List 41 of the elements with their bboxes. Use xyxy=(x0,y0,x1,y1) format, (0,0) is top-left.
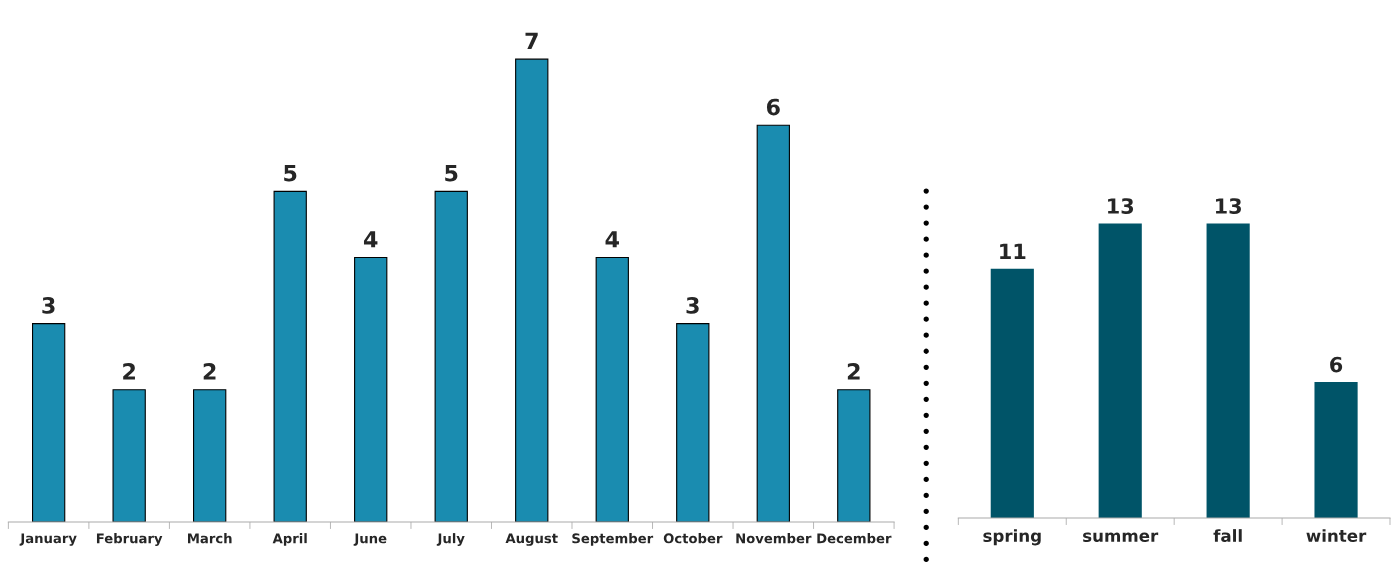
x-tick-label: summer xyxy=(1083,532,1159,543)
x-tick-label: March xyxy=(188,533,232,544)
x-tick-label: October xyxy=(663,533,723,544)
bar xyxy=(193,389,227,522)
bar xyxy=(273,190,307,522)
x-tick-label: winter xyxy=(1306,529,1367,543)
x-tick-label: April xyxy=(272,533,307,546)
data-label: 3 xyxy=(686,296,699,314)
data-label: 4 xyxy=(605,231,619,248)
data-label: 11 xyxy=(1000,243,1026,259)
bar xyxy=(31,323,66,522)
x-tick-label: September xyxy=(572,533,654,546)
data-label: 3 xyxy=(42,296,55,314)
data-label: 4 xyxy=(363,231,378,248)
data-label: 2 xyxy=(123,363,135,380)
bar xyxy=(837,389,871,522)
x-tick-label: July xyxy=(436,533,465,546)
data-label: 2 xyxy=(203,363,216,380)
data-label: 13 xyxy=(1108,198,1134,214)
x-tick-label: January xyxy=(19,533,77,546)
data-label: 6 xyxy=(1330,356,1343,373)
data-label: 2 xyxy=(847,363,860,380)
data-label: 5 xyxy=(284,165,297,182)
x-tick-label: August xyxy=(505,533,558,546)
x-tick-label: February xyxy=(96,533,163,546)
bar xyxy=(676,323,710,522)
data-label: 5 xyxy=(445,165,458,182)
bar xyxy=(595,256,629,522)
x-tick-label: December xyxy=(817,533,892,544)
data-label: 6 xyxy=(766,98,780,116)
x-tick-label: June xyxy=(353,533,387,546)
x-tick-label: November xyxy=(736,533,812,544)
x-tick-label: spring xyxy=(983,529,1041,546)
bar xyxy=(756,124,790,522)
bar xyxy=(515,58,549,522)
bar xyxy=(434,190,468,522)
x-tick-label: fall xyxy=(1213,529,1242,543)
data-label: 13 xyxy=(1215,198,1241,214)
bar xyxy=(354,256,388,522)
data-label: 7 xyxy=(525,32,538,49)
bar xyxy=(112,389,146,522)
